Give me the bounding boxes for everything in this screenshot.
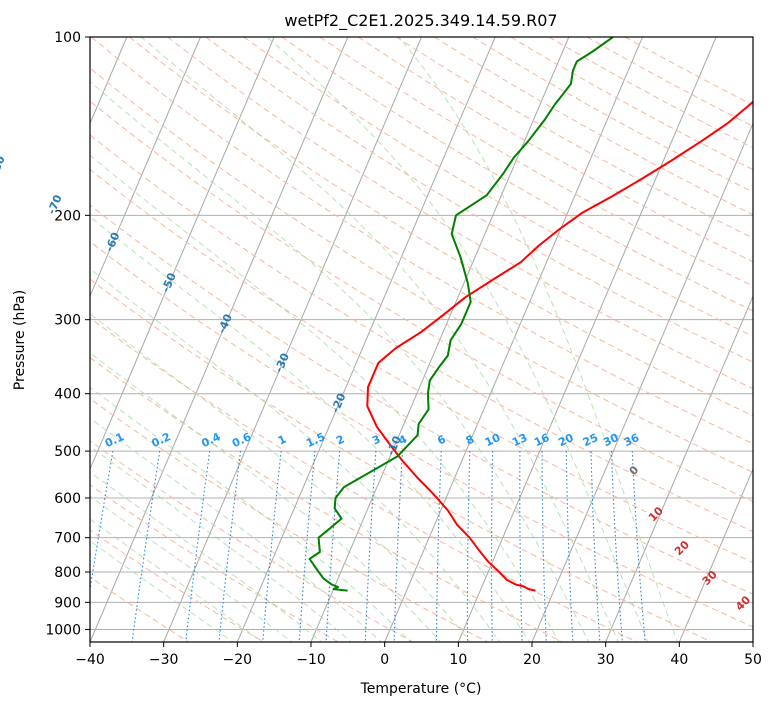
dry-adiabat bbox=[90, 37, 753, 445]
dewpoint-profile bbox=[308, 37, 614, 592]
mixing-ratio-line bbox=[435, 451, 442, 642]
y-tick-label: 300 bbox=[54, 313, 81, 329]
mixing-ratio-line bbox=[541, 451, 547, 642]
dry-adiabat bbox=[90, 529, 265, 642]
isotherm-line bbox=[457, 37, 717, 642]
mixing-ratio-line bbox=[131, 451, 161, 642]
moist-adiabat bbox=[90, 540, 234, 642]
mixing-ratio-line bbox=[610, 451, 623, 642]
dry-adiabat bbox=[90, 317, 639, 642]
dry-adiabat bbox=[167, 37, 753, 390]
isotherm-line bbox=[90, 37, 349, 642]
y-tick-label: 200 bbox=[54, 208, 81, 224]
dry-adiabat bbox=[319, 37, 753, 287]
isotherm-line bbox=[605, 295, 753, 642]
moist-adiabat bbox=[90, 216, 531, 642]
mixing-ratio-line bbox=[490, 451, 494, 642]
mixing-ratio-line bbox=[631, 451, 646, 642]
mixing-ratio-line bbox=[185, 451, 211, 642]
dry-adiabat bbox=[90, 241, 753, 628]
moist-adiabat bbox=[90, 495, 293, 642]
isotherm-line bbox=[163, 37, 422, 642]
dry-adiabat bbox=[90, 204, 753, 595]
mixing-ratio-label: 16 bbox=[532, 431, 552, 449]
isotherm-label: -80 bbox=[0, 154, 8, 178]
y-tick-label: 1000 bbox=[45, 622, 81, 638]
dry-adiabat bbox=[281, 37, 753, 312]
moist-adiabat bbox=[90, 80, 590, 642]
profile-lines bbox=[308, 37, 753, 592]
dry-adiabat bbox=[90, 356, 564, 642]
mixing-ratio-line bbox=[364, 451, 377, 642]
x-tick-label: 30 bbox=[597, 652, 615, 668]
dry-adiabat bbox=[90, 440, 414, 642]
isotherm-line bbox=[236, 37, 496, 642]
x-tick-label: −40 bbox=[75, 652, 105, 668]
isotherm-line bbox=[678, 467, 753, 642]
x-tick-label: 50 bbox=[744, 652, 762, 668]
y-tick-label: 600 bbox=[54, 491, 81, 507]
mixing-ratio-line bbox=[565, 451, 574, 642]
x-axis-title: Temperature (°C) bbox=[360, 681, 482, 697]
dry-adiabat bbox=[90, 100, 753, 503]
moist-adiabat bbox=[90, 313, 471, 642]
mixing-ratio-label: 10 bbox=[483, 431, 503, 449]
moist-adiabat bbox=[90, 386, 412, 642]
x-tick-label: −30 bbox=[149, 652, 179, 668]
mixing-ratio-line bbox=[298, 451, 316, 642]
plot-frame bbox=[89, 36, 754, 643]
x-tick-label: −10 bbox=[296, 652, 326, 668]
moist-adiabat bbox=[90, 154, 560, 642]
dry-adiabat bbox=[90, 278, 713, 642]
dry-adiabat bbox=[205, 37, 753, 363]
y-tick-label: 400 bbox=[54, 387, 81, 403]
chart-title: wetPf2_C2E1.2025.349.14.59.R07 bbox=[284, 11, 557, 31]
temperature-profile bbox=[366, 100, 753, 592]
mixing-ratio-line bbox=[519, 451, 523, 642]
mixing-ratio-label: 36 bbox=[622, 431, 642, 449]
mixing-ratio-line bbox=[325, 451, 341, 642]
y-tick-label: 900 bbox=[54, 595, 81, 611]
mixing-ratio-label: 13 bbox=[510, 431, 529, 449]
moist-adiabat bbox=[398, 37, 678, 642]
moist-adiabat bbox=[90, 471, 323, 642]
moist-adiabat bbox=[266, 37, 649, 642]
mixing-ratio-label: 20 bbox=[556, 431, 576, 449]
moist-adiabat bbox=[90, 417, 382, 642]
dry-adiabat bbox=[90, 484, 340, 642]
x-tick-label: 0 bbox=[380, 652, 389, 668]
moist-adiabat bbox=[140, 37, 619, 642]
x-tick-label: 40 bbox=[670, 652, 688, 668]
dry-adiabat bbox=[90, 67, 753, 473]
dry-adiabat bbox=[243, 37, 753, 337]
dry-adiabat bbox=[90, 168, 753, 564]
isotherm-line bbox=[384, 37, 643, 642]
mixing-ratio-line bbox=[393, 451, 404, 642]
mixing-ratio-line bbox=[90, 451, 114, 594]
mixing-ratio-label: 25 bbox=[581, 431, 600, 449]
mixing-ratio-line bbox=[218, 451, 242, 642]
isotherm-line bbox=[531, 122, 753, 642]
moist-adiabat bbox=[90, 352, 442, 642]
dry-adiabat bbox=[90, 134, 753, 533]
mixing-ratio-line bbox=[590, 451, 601, 642]
y-tick-label: 800 bbox=[54, 565, 81, 581]
mixing-ratio-line bbox=[262, 451, 282, 642]
y-tick-label: 500 bbox=[54, 444, 81, 460]
isotherm-line bbox=[90, 37, 275, 471]
x-tick-label: −20 bbox=[223, 652, 253, 668]
mixing-ratio-label: 30 bbox=[601, 431, 621, 449]
moist-adiabat bbox=[90, 268, 501, 642]
y-tick-label: 100 bbox=[54, 30, 81, 46]
x-tick-label: 10 bbox=[449, 652, 467, 668]
mixing-ratio-line bbox=[466, 451, 471, 642]
axis-ticks: −40 −30 −20 −10 0 10 20 30 40 50 100 200 300 400 500 60… bbox=[45, 30, 762, 668]
y-tick-label: 700 bbox=[54, 531, 81, 547]
x-tick-label: 20 bbox=[523, 652, 541, 668]
dry-adiabat bbox=[129, 37, 753, 417]
grid-layer bbox=[90, 37, 753, 642]
y-axis-title: Pressure (hPa) bbox=[12, 290, 28, 390]
moist-adiabat bbox=[90, 518, 264, 642]
